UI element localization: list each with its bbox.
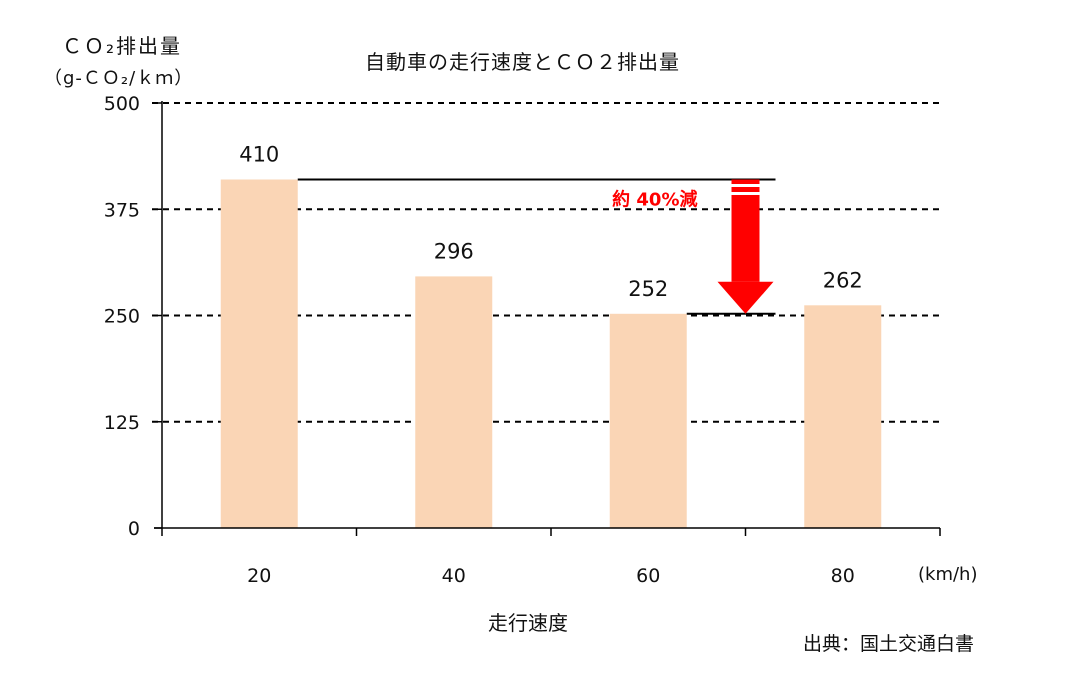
x-axis-unit: (km/h) (918, 564, 978, 585)
x-tick-label: 60 (636, 565, 660, 587)
x-tick-label: 40 (442, 565, 466, 587)
annotation-layer: 約 40%減 (297, 178, 776, 315)
bars-layer (220, 179, 882, 528)
data-label: 252 (628, 277, 668, 301)
axis-layer: 0 125 250 375 500 (104, 93, 941, 540)
bar (415, 276, 493, 528)
x-tick-label: 80 (831, 565, 855, 587)
y-axis-label-line2: （g-ＣＯ₂/ｋｍ） (44, 68, 194, 89)
y-tick-label: 375 (104, 199, 140, 221)
data-label: 296 (434, 239, 474, 263)
bar (804, 305, 882, 528)
y-tick-label: 250 (104, 306, 140, 328)
bar (609, 313, 687, 528)
x-axis-label: 走行速度 (488, 611, 568, 635)
data-label: 262 (823, 268, 863, 292)
y-axis-label-line1: ＣＯ₂排出量 (62, 34, 183, 58)
x-tick-label: 20 (247, 565, 271, 587)
annotation-label: 約 40%減 (612, 189, 697, 211)
bar (220, 179, 298, 528)
reduction-arrow-head (717, 281, 774, 314)
labels-layer: 410 20 296 40 252 60 262 80 (239, 143, 863, 588)
y-tick-label: 0 (128, 518, 140, 540)
chart-title: 自動車の走行速度とＣＯ２排出量 (365, 50, 680, 74)
data-label: 410 (239, 143, 279, 167)
reduction-arrow-shaft (731, 179, 760, 282)
y-tick-label: 500 (104, 93, 140, 115)
y-tick-label: 125 (104, 412, 140, 434)
source-note: 出典：国土交通白書 (803, 633, 975, 655)
